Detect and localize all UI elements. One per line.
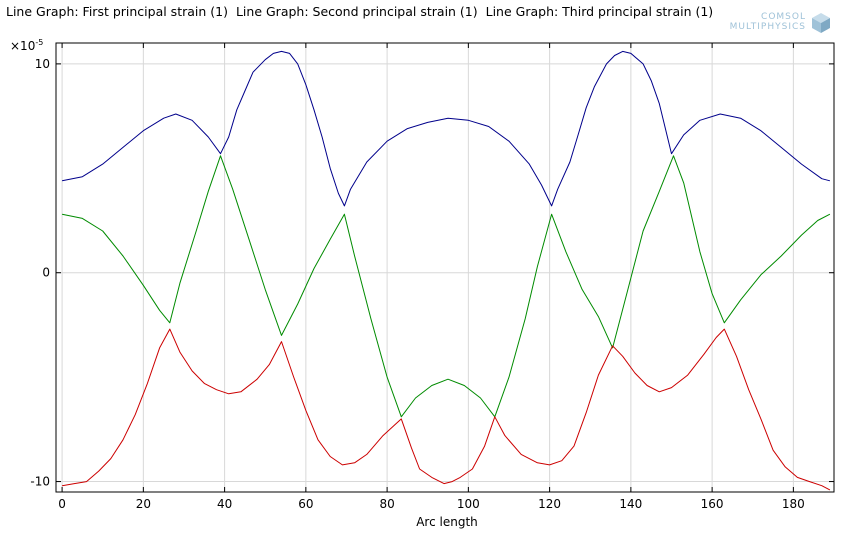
y-tick-label: 10 [35, 57, 50, 71]
title-series-3: Line Graph: Third principal strain (1) [485, 4, 714, 19]
x-axis-label: Arc length [416, 515, 478, 529]
series-line-3 [62, 328, 831, 491]
x-tick-label: 100 [457, 497, 480, 511]
y-tick-label: 0 [42, 266, 50, 280]
grid-layer [56, 43, 834, 492]
x-tick-label: 140 [619, 497, 642, 511]
plot-frame [55, 42, 835, 493]
x-tick-label: 120 [538, 497, 561, 511]
y-exponent-base: ×10 [10, 39, 35, 53]
plot-title-bar: Line Graph: First principal strain (1) L… [6, 4, 717, 19]
y-exponent-power: -5 [35, 38, 43, 47]
y-axis-exponent: ×10-5 [10, 38, 43, 53]
x-tick-label: 0 [58, 497, 66, 511]
logo-text-multiphysics: MULTIPHYSICS [729, 22, 806, 32]
series-line-1 [62, 50, 831, 207]
series-layer [61, 50, 831, 491]
logo-text-comsol: COMSOL [761, 12, 806, 22]
x-tick-label: 20 [136, 497, 151, 511]
x-tick-label: 80 [379, 497, 394, 511]
title-series-1: Line Graph: First principal strain (1) [6, 4, 228, 19]
x-tick-label: 160 [701, 497, 724, 511]
series-line-2 [61, 155, 831, 418]
x-tick-label: 60 [298, 497, 313, 511]
comsol-logo: COMSOL MULTIPHYSICS [712, 12, 832, 34]
tick-layer: 0 20 40 60 80 100 120 140 160 180 -10 0 10 [30, 43, 834, 511]
x-tick-label: 180 [782, 497, 805, 511]
x-tick-label: 40 [217, 497, 232, 511]
y-tick-label: -10 [30, 475, 50, 489]
cube-logo-icon [812, 13, 830, 33]
title-series-2: Line Graph: Second principal strain (1) [235, 4, 478, 19]
